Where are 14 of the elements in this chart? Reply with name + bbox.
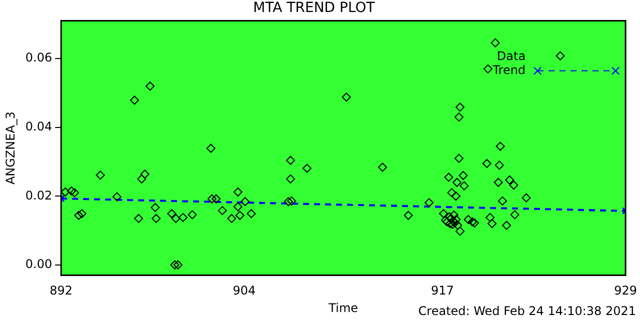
y-tick-label: 0.06 [25,50,52,65]
y-tick-label: 0.04 [25,120,52,134]
x-tick-label: 904 [232,284,256,298]
series-label: Data [496,48,526,63]
y-tick-label: 0.02 [25,188,52,202]
x-tick-label: 892 [50,284,73,298]
y-axis-title: ANGZNEA_3 [3,111,18,185]
x-axis-title: Time [328,300,358,315]
text: Created: Wed Feb 24 14:10:38 2021 [418,304,636,318]
x-tick-label: 917 [431,284,454,298]
legend-label: Trend [492,62,526,77]
chart-title: MTA TREND PLOT [253,0,376,16]
x-tick-label: 929 [614,284,637,298]
y-tick-label: 0.00 [25,257,52,272]
